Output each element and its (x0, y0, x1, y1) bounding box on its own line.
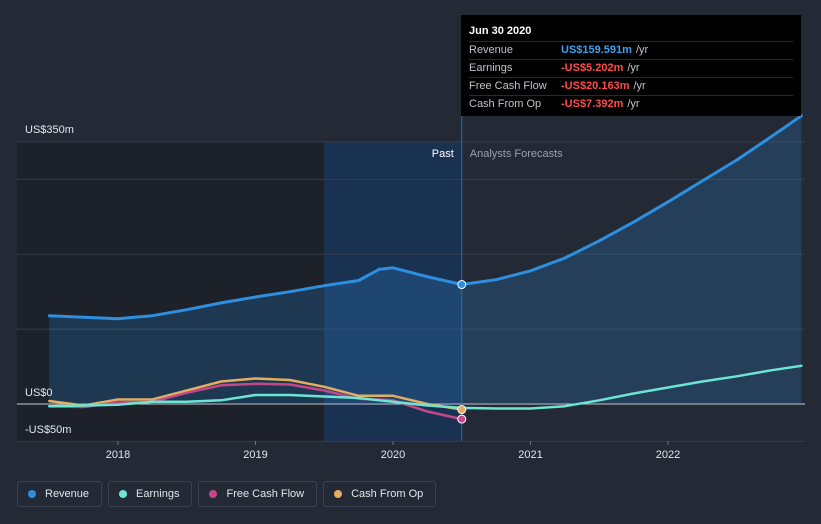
revenue-area (49, 115, 802, 405)
revenue-marker (457, 280, 467, 290)
tooltip-row-free-cash-flow: Free Cash Flow -US$20.163m /yr (469, 77, 793, 95)
tooltip-label: Revenue (469, 44, 514, 56)
legend-dot-icon (209, 490, 218, 498)
tooltip-value: -US$20.163m (561, 80, 630, 92)
legend-dot-icon (334, 490, 343, 498)
legend-item-earnings[interactable]: Earnings (108, 481, 193, 507)
earnings-line (48, 364, 803, 410)
legend-label: Revenue (45, 488, 90, 500)
legend-label: Earnings (136, 488, 180, 500)
tooltip-value: -US$5.202m (561, 62, 624, 74)
highlight-region (324, 142, 462, 441)
past-label: Past (432, 148, 454, 160)
legend-dot-icon (119, 490, 128, 498)
tooltip-row-revenue: Revenue US$159.591m /yr (469, 41, 793, 59)
tooltip-label: Earnings (469, 62, 513, 74)
tooltip-label: Cash From Op (469, 98, 542, 110)
forecast-label: Analysts Forecasts (470, 148, 563, 160)
tooltip-unit: /yr (635, 44, 649, 56)
tooltip-row-cash-from-op: Cash From Op -US$7.392m /yr (469, 95, 793, 113)
tooltip-row-earnings: Earnings -US$5.202m /yr (469, 59, 793, 77)
tooltip-unit: /yr (633, 80, 646, 92)
legend-label: Cash From Op (351, 488, 424, 500)
y-label-bottom: -US$50m (25, 424, 71, 436)
free-cash-flow-marker (457, 414, 467, 424)
legend-dot-icon (28, 490, 36, 498)
tooltip: Jun 30 2020 Revenue US$159.591m /yr Earn… (461, 15, 801, 116)
legend: Revenue Earnings Free Cash Flow Cash Fro… (17, 481, 437, 507)
revenue-line (47, 114, 803, 321)
tooltip-unit: /yr (627, 62, 640, 74)
x-tick-label: 2021 (518, 449, 542, 461)
legend-item-cash-from-op[interactable]: Cash From Op (323, 481, 437, 507)
tooltip-date: Jun 30 2020 (469, 25, 532, 37)
x-tick-label: 2018 (106, 449, 130, 461)
x-tick-label: 2022 (656, 449, 680, 461)
legend-item-revenue[interactable]: Revenue (17, 481, 103, 507)
y-label-top: US$350m (25, 124, 74, 136)
legend-label: Free Cash Flow (226, 488, 305, 500)
tooltip-unit: /yr (627, 98, 640, 110)
cash-from-op-line (48, 377, 464, 411)
tooltip-value: US$159.591m (561, 44, 632, 56)
legend-item-free-cash-flow[interactable]: Free Cash Flow (198, 481, 318, 507)
y-label-zero: US$0 (25, 387, 53, 399)
x-tick-label: 2020 (381, 449, 405, 461)
tooltip-label: Free Cash Flow (469, 80, 547, 92)
x-tick-label: 2019 (243, 449, 267, 461)
free-cash-flow-line (48, 382, 464, 421)
cash-from-op-marker (457, 405, 467, 415)
past-region (17, 142, 325, 441)
tooltip-value: -US$7.392m (561, 98, 624, 110)
